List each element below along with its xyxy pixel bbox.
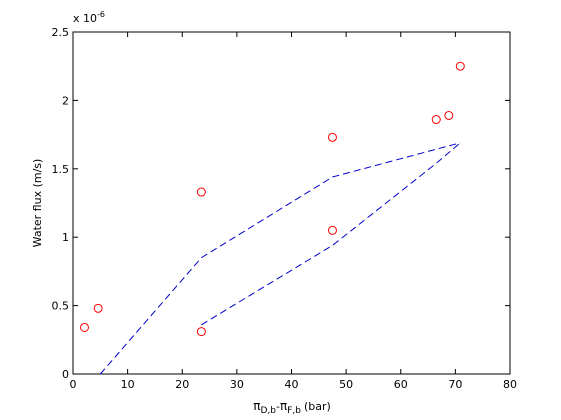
exponent-power: -6 bbox=[97, 10, 105, 19]
x-axis-label: πD,b-πF,b (bar) bbox=[253, 399, 331, 416]
x-label-sub-1: D,b bbox=[260, 406, 276, 416]
data-point-marker bbox=[327, 225, 337, 235]
y-tick-label: 1 bbox=[62, 231, 69, 244]
plot-area bbox=[72, 31, 511, 375]
x-tick-label: 40 bbox=[285, 378, 299, 391]
dashed-line-series-2 bbox=[201, 142, 461, 326]
exponent-base: x 10 bbox=[73, 12, 97, 25]
y-axis-label: Water flux (m/s) bbox=[31, 159, 44, 248]
x-label-sub-2: F,b bbox=[287, 406, 301, 416]
y-tick-label: 0 bbox=[62, 368, 69, 381]
data-point-marker bbox=[196, 327, 206, 337]
x-tick-label: 70 bbox=[448, 378, 462, 391]
data-point-marker bbox=[79, 322, 89, 332]
x-label-unit: (bar) bbox=[304, 400, 331, 413]
data-point-marker bbox=[93, 303, 103, 313]
data-point-marker bbox=[455, 61, 465, 71]
y-tick-label: 2 bbox=[62, 94, 69, 107]
data-point-marker bbox=[327, 132, 337, 142]
x-label-pi-1: π bbox=[253, 399, 260, 413]
data-point-marker bbox=[196, 187, 206, 197]
ticks-layer: 0 10 20 30 40 50 60 70 80 0 0.5 1 1.5 2 2.5 bbox=[52, 26, 518, 391]
y-tick-label: 0.5 bbox=[52, 300, 70, 313]
y-tick-label: 2.5 bbox=[52, 26, 70, 39]
data-point-marker bbox=[431, 115, 441, 125]
x-tick-label: 0 bbox=[70, 378, 77, 391]
x-tick-label: 10 bbox=[121, 378, 135, 391]
x-label-minus: - bbox=[276, 400, 280, 413]
series-layer bbox=[79, 61, 465, 375]
y-tick-label: 1.5 bbox=[52, 163, 70, 176]
data-point-marker bbox=[444, 110, 454, 120]
x-tick-label: 20 bbox=[175, 378, 189, 391]
exponent-label: x 10-6 bbox=[73, 10, 105, 25]
x-tick-label: 60 bbox=[394, 378, 408, 391]
x-tick-label: 50 bbox=[339, 378, 353, 391]
dashed-line-series-1 bbox=[99, 142, 461, 375]
x-tick-label: 80 bbox=[503, 378, 517, 391]
x-label-pi-2: π bbox=[280, 399, 287, 413]
x-tick-label: 30 bbox=[230, 378, 244, 391]
